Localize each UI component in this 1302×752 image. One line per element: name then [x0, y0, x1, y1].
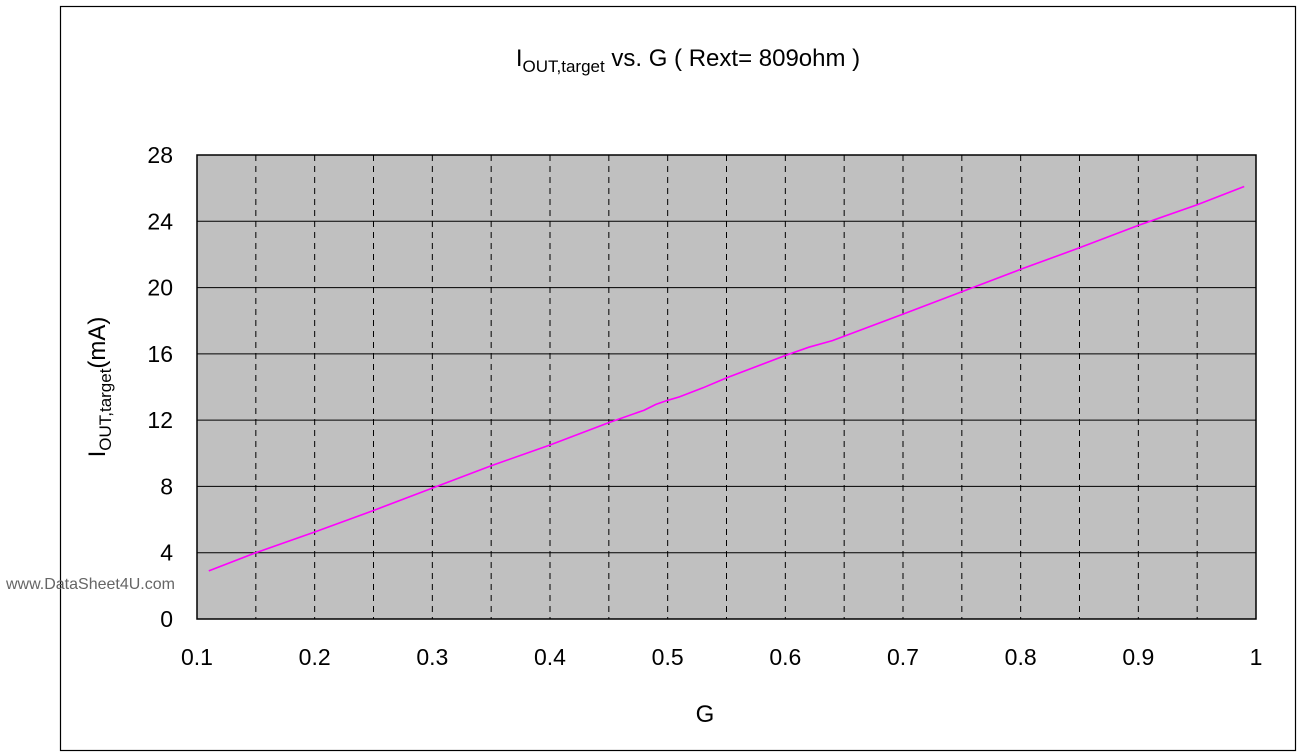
y-axis-title-rest: (mA): [84, 317, 111, 369]
chart-title-main: I: [516, 45, 523, 72]
x-axis-title: G: [696, 701, 715, 728]
x-tick-label: 0.5: [652, 644, 684, 670]
y-tick-label: 8: [160, 473, 173, 499]
x-tick-label: 0.4: [534, 644, 566, 670]
chart-title: IOUT,target vs. G ( Rext= 809ohm ): [516, 45, 860, 76]
y-tick-label: 4: [160, 540, 173, 566]
chart-title-subscript: OUT,target: [523, 57, 605, 76]
y-tick-label: 12: [147, 407, 173, 433]
series-line: [208, 185, 1245, 572]
x-tick-label: 1: [1250, 644, 1263, 670]
x-tick-label: 0.1: [181, 644, 213, 670]
x-tick-label: 0.7: [887, 644, 919, 670]
y-axis-title-main: I: [84, 451, 111, 458]
grid-lines: [197, 155, 1256, 619]
y-tick-label: 20: [147, 275, 173, 301]
y-tick-label: 28: [147, 142, 173, 168]
chart-title-rest: vs. G ( Rext= 809ohm ): [605, 45, 860, 72]
y-tick-label: 24: [147, 208, 173, 234]
plot-border: [196, 154, 1257, 620]
y-axis-title: IOUT,target(mA): [84, 317, 115, 458]
x-tick-label: 0.3: [416, 644, 448, 670]
tick-labels: 0.1 0.2 0.3 0.4 0.5 0.6 0.7 0.8 0.9 1 0 4 8 12 16 20 24 2…: [147, 142, 1262, 670]
x-tick-label: 0.6: [769, 644, 801, 670]
series-layer: [208, 185, 1245, 572]
y-tick-label: 0: [160, 606, 173, 632]
x-tick-label: 0.8: [1005, 644, 1037, 670]
x-tick-label: 0.2: [299, 644, 331, 670]
y-axis-title-subscript: OUT,target: [96, 368, 115, 450]
watermark-text: www.DataSheet4U.com: [5, 576, 175, 593]
x-tick-label: 0.9: [1122, 644, 1154, 670]
y-tick-label: 16: [147, 341, 173, 367]
